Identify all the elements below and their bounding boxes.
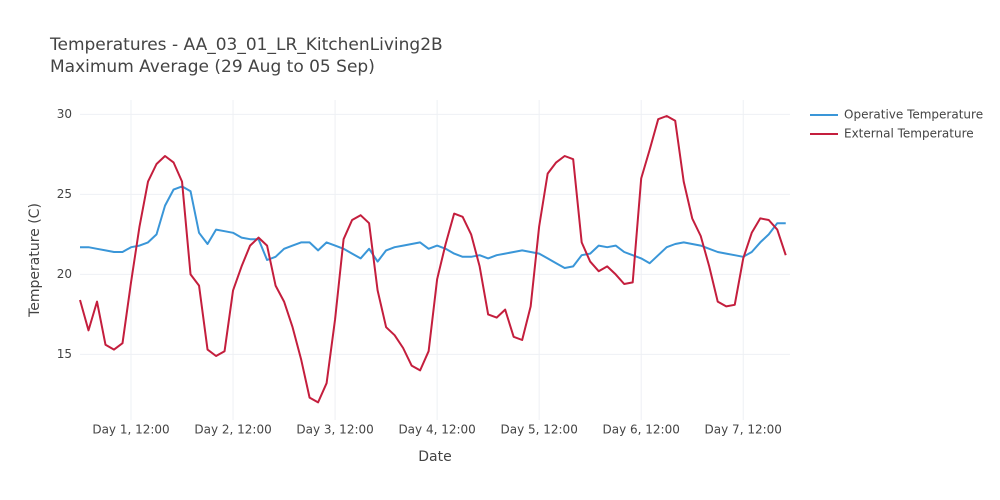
- series-line: [79, 115, 787, 404]
- chart-title: Temperatures - AA_03_01_LR_KitchenLiving…: [49, 35, 443, 55]
- x-tick-label: Day 4, 12:00: [398, 423, 475, 437]
- x-tick-label: Day 7, 12:00: [705, 423, 782, 437]
- legend-label[interactable]: External Temperature: [844, 127, 974, 141]
- x-tick-label: Day 6, 12:00: [603, 423, 680, 437]
- series-line: [80, 185, 786, 269]
- y-tick-label: 30: [57, 107, 72, 121]
- legend-label[interactable]: Operative Temperature: [844, 108, 983, 122]
- y-tick-label: 20: [57, 267, 72, 281]
- x-tick-label: Day 2, 12:00: [194, 423, 271, 437]
- x-axis-title: Date: [418, 449, 451, 465]
- y-tick-label: 15: [57, 347, 72, 361]
- y-axis-title: Temperature (C): [27, 203, 43, 318]
- chart-subtitle: Maximum Average (29 Aug to 05 Sep): [50, 57, 375, 77]
- y-tick-label: 25: [57, 187, 72, 201]
- x-tick-label: Day 1, 12:00: [92, 423, 169, 437]
- x-tick-label: Day 3, 12:00: [296, 423, 373, 437]
- x-tick-label: Day 5, 12:00: [500, 423, 577, 437]
